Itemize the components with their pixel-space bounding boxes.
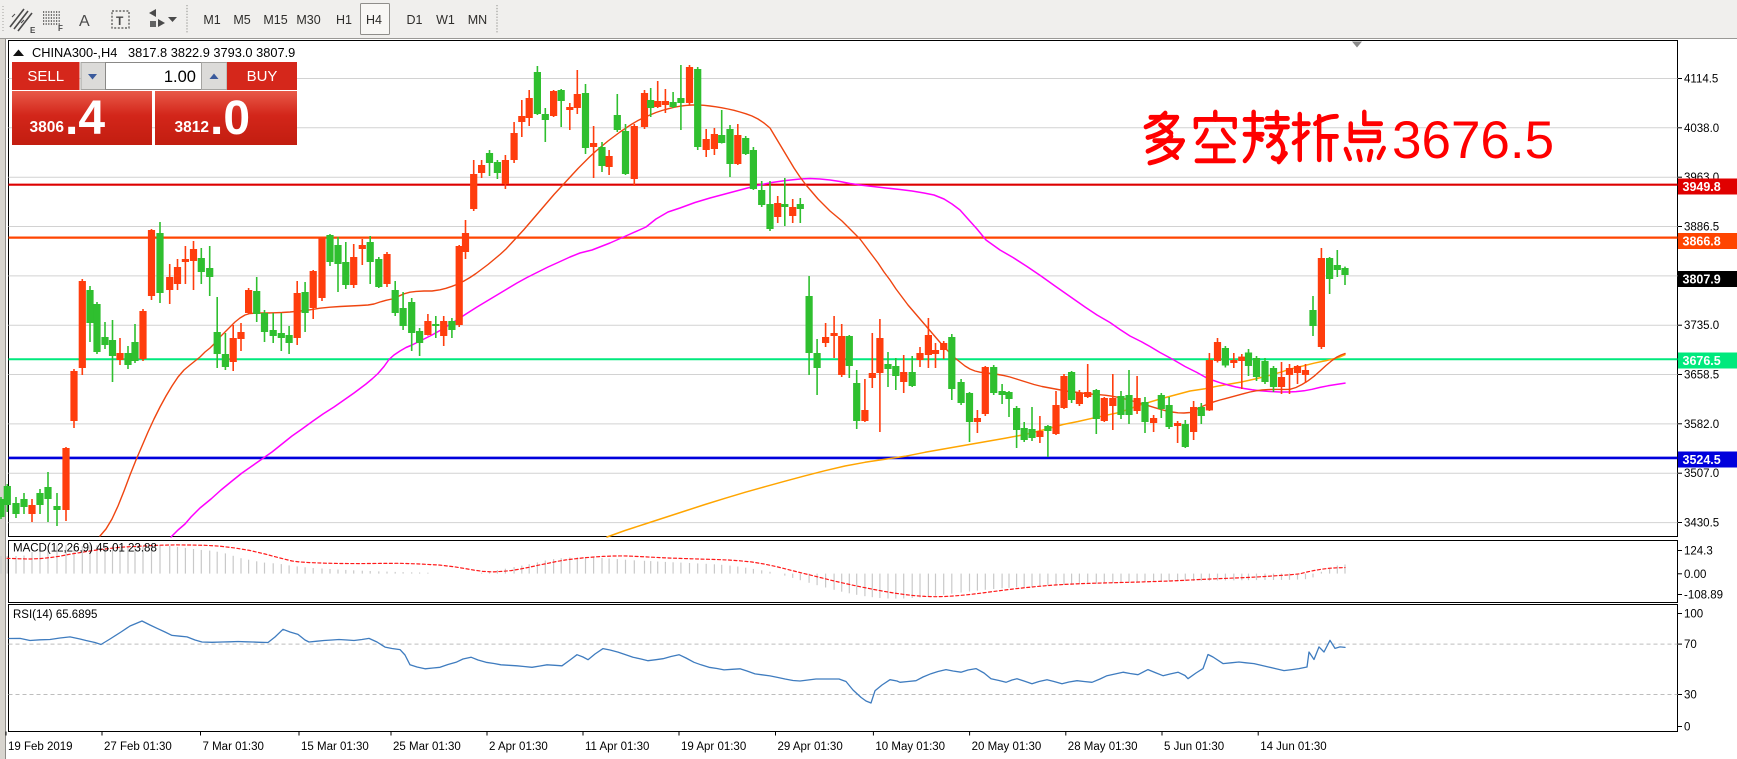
svg-text:CHINA300-,H4 3817.8 3822.9 3: CHINA300-,H4 3817.8 3822.9 3793.0 3807.9 <box>32 45 295 60</box>
svg-text:3582.0: 3582.0 <box>1684 419 1719 431</box>
svg-text:F: F <box>58 24 63 33</box>
svg-text:3886.5: 3886.5 <box>1684 222 1719 234</box>
svg-text:M30: M30 <box>296 13 320 27</box>
svg-text:19 Feb 2019: 19 Feb 2019 <box>8 741 73 753</box>
svg-text:H4: H4 <box>366 13 382 27</box>
svg-text:A: A <box>79 13 90 30</box>
svg-text:0.00: 0.00 <box>1684 569 1706 581</box>
svg-text:D1: D1 <box>407 13 423 27</box>
svg-text:MACD(12,26,9) 45.01 23.88: MACD(12,26,9) 45.01 23.88 <box>13 543 157 555</box>
svg-text:3524.5: 3524.5 <box>1683 453 1721 467</box>
svg-text:5 Jun 01:30: 5 Jun 01:30 <box>1164 741 1224 753</box>
svg-text:2 Apr 01:30: 2 Apr 01:30 <box>489 741 548 753</box>
svg-text:124.3: 124.3 <box>1684 546 1713 558</box>
svg-text:28 May 01:30: 28 May 01:30 <box>1068 741 1138 753</box>
svg-text:BUY: BUY <box>247 68 278 85</box>
svg-text:10 May 01:30: 10 May 01:30 <box>875 741 945 753</box>
svg-text:14 Jun 01:30: 14 Jun 01:30 <box>1260 741 1327 753</box>
svg-text:3507.0: 3507.0 <box>1684 468 1719 480</box>
svg-text:30: 30 <box>1684 690 1697 702</box>
svg-text:7 Mar 01:30: 7 Mar 01:30 <box>203 741 264 753</box>
svg-text:3430.5: 3430.5 <box>1684 518 1719 530</box>
svg-text:3658.5: 3658.5 <box>1684 370 1719 382</box>
svg-text:25 Mar 01:30: 25 Mar 01:30 <box>393 741 461 753</box>
svg-text:MN: MN <box>468 13 487 27</box>
svg-text:19 Apr 01:30: 19 Apr 01:30 <box>681 741 746 753</box>
svg-text:27 Feb 01:30: 27 Feb 01:30 <box>104 741 172 753</box>
svg-text:H1: H1 <box>336 13 352 27</box>
svg-text:-108.89: -108.89 <box>1684 590 1723 602</box>
svg-text:3949.8: 3949.8 <box>1683 180 1721 194</box>
svg-text:W1: W1 <box>436 13 455 27</box>
svg-text:3676.5: 3676.5 <box>1392 111 1554 170</box>
svg-text:29 Apr 01:30: 29 Apr 01:30 <box>778 741 843 753</box>
svg-text:M5: M5 <box>233 13 250 27</box>
svg-text:3735.0: 3735.0 <box>1684 320 1719 332</box>
svg-text:100: 100 <box>1684 609 1703 621</box>
svg-text:11 Apr 01:30: 11 Apr 01:30 <box>585 741 649 753</box>
svg-text:RSI(14) 65.6895: RSI(14) 65.6895 <box>13 609 97 621</box>
svg-text:3806: 3806 <box>30 119 65 136</box>
svg-text:3866.8: 3866.8 <box>1683 235 1721 249</box>
svg-text:1.00: 1.00 <box>164 68 196 86</box>
svg-text:3807.9: 3807.9 <box>1683 273 1721 287</box>
svg-text:T: T <box>116 14 124 28</box>
svg-text:4114.5: 4114.5 <box>1684 74 1718 86</box>
svg-text:M15: M15 <box>263 13 287 27</box>
svg-text:3676.5: 3676.5 <box>1683 354 1721 368</box>
svg-text:20 May 01:30: 20 May 01:30 <box>972 741 1042 753</box>
svg-text:4038.0: 4038.0 <box>1684 123 1719 135</box>
svg-text:SELL: SELL <box>27 68 64 85</box>
svg-text:M1: M1 <box>203 13 220 27</box>
svg-text:.4: .4 <box>65 92 105 145</box>
svg-text:.0: .0 <box>210 92 250 145</box>
svg-text:E: E <box>30 26 36 35</box>
svg-text:0: 0 <box>1684 722 1690 734</box>
svg-text:3812: 3812 <box>175 119 209 136</box>
svg-text:15 Mar 01:30: 15 Mar 01:30 <box>301 741 369 753</box>
svg-text:70: 70 <box>1684 639 1697 651</box>
